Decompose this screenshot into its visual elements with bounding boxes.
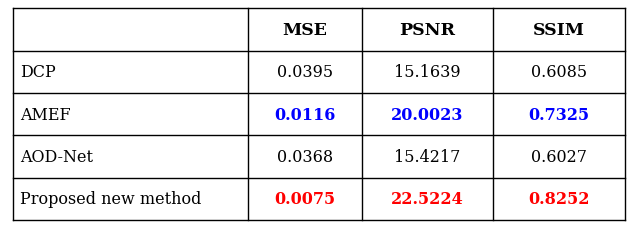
Text: 20.0023: 20.0023 <box>391 106 463 123</box>
Text: 0.0075: 0.0075 <box>274 191 335 207</box>
Text: SSIM: SSIM <box>533 22 585 39</box>
Text: Proposed new method: Proposed new method <box>20 191 202 207</box>
Text: 0.0116: 0.0116 <box>274 106 335 123</box>
Text: DCP: DCP <box>20 64 56 81</box>
Text: 0.8252: 0.8252 <box>528 191 590 207</box>
Text: 0.0368: 0.0368 <box>277 148 333 165</box>
Text: AOD-Net: AOD-Net <box>20 148 93 165</box>
Text: 15.4217: 15.4217 <box>394 148 460 165</box>
Text: 15.1639: 15.1639 <box>394 64 461 81</box>
Text: AMEF: AMEF <box>20 106 71 123</box>
Text: 0.0395: 0.0395 <box>277 64 333 81</box>
Text: 22.5224: 22.5224 <box>391 191 463 207</box>
Text: PSNR: PSNR <box>399 22 455 39</box>
Text: MSE: MSE <box>283 22 327 39</box>
Text: 0.7325: 0.7325 <box>529 106 590 123</box>
Text: 0.6027: 0.6027 <box>531 148 587 165</box>
Text: 0.6085: 0.6085 <box>531 64 587 81</box>
